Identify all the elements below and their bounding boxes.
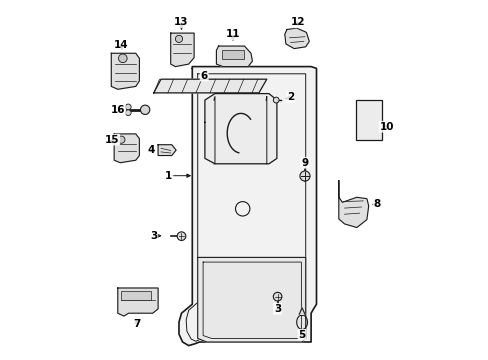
Text: 15: 15 xyxy=(104,135,119,145)
Text: 8: 8 xyxy=(373,199,380,210)
Polygon shape xyxy=(158,145,176,156)
Text: 12: 12 xyxy=(290,17,305,27)
Polygon shape xyxy=(216,46,252,67)
Polygon shape xyxy=(153,79,266,93)
Polygon shape xyxy=(284,28,309,49)
Circle shape xyxy=(175,35,182,42)
Text: 4: 4 xyxy=(147,145,154,155)
Circle shape xyxy=(273,97,279,103)
Bar xyxy=(121,291,151,300)
Polygon shape xyxy=(204,94,276,164)
Circle shape xyxy=(273,292,282,301)
Circle shape xyxy=(140,105,149,114)
Text: 3: 3 xyxy=(150,231,157,241)
Bar xyxy=(222,50,244,59)
Text: 2: 2 xyxy=(286,92,294,102)
Text: 6: 6 xyxy=(200,71,207,81)
Text: 16: 16 xyxy=(110,105,125,115)
Text: 7: 7 xyxy=(133,319,140,329)
Circle shape xyxy=(299,171,309,181)
Text: 13: 13 xyxy=(174,17,188,27)
Polygon shape xyxy=(338,181,368,228)
Bar xyxy=(355,100,381,140)
Polygon shape xyxy=(111,53,139,89)
Polygon shape xyxy=(299,308,305,314)
Circle shape xyxy=(125,110,131,116)
Text: 9: 9 xyxy=(301,158,308,168)
Circle shape xyxy=(118,136,125,143)
Polygon shape xyxy=(114,134,139,163)
Text: 11: 11 xyxy=(225,29,240,39)
Text: 10: 10 xyxy=(379,122,393,132)
Text: 5: 5 xyxy=(298,330,305,340)
Circle shape xyxy=(125,104,131,110)
Text: 14: 14 xyxy=(114,40,128,50)
Text: 1: 1 xyxy=(165,171,172,181)
Polygon shape xyxy=(170,33,194,67)
Circle shape xyxy=(118,54,127,63)
Polygon shape xyxy=(197,257,305,342)
Polygon shape xyxy=(179,67,316,346)
Text: 3: 3 xyxy=(273,304,281,314)
Polygon shape xyxy=(118,288,158,316)
Circle shape xyxy=(177,232,185,240)
